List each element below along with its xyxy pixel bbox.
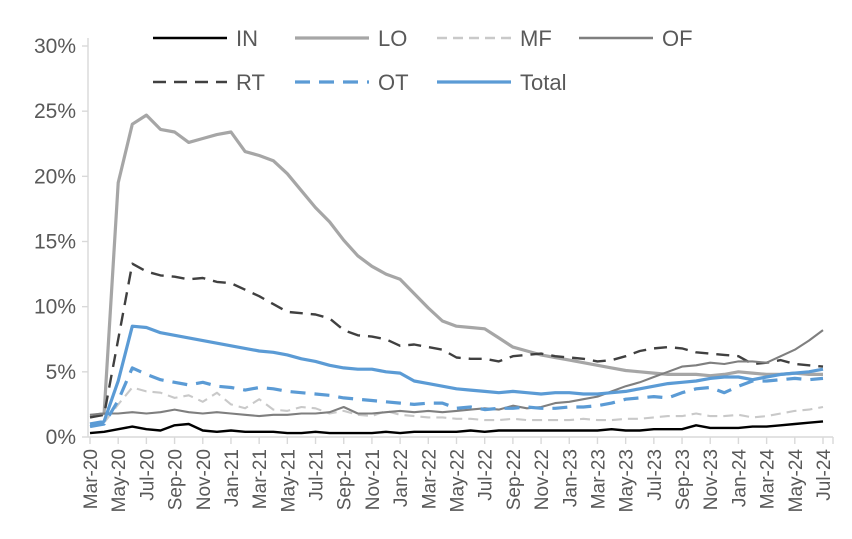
x-tick-label: Mar-20	[81, 449, 102, 509]
y-tick-label: 5%	[46, 361, 76, 384]
legend-label-lo: LO	[378, 26, 407, 51]
legend-label-in: IN	[236, 26, 258, 51]
x-tick-label: Sep-23	[673, 449, 694, 510]
x-tick-label: Mar-23	[588, 449, 609, 509]
legend-item-ot: OT	[295, 70, 409, 95]
x-tick-label: Nov-22	[532, 449, 553, 510]
x-tick-label: Mar-22	[419, 449, 440, 509]
x-tick-label: Sep-21	[335, 449, 356, 510]
series-line-in	[89, 420, 824, 435]
x-tick-label: Mar-21	[250, 449, 271, 509]
x-tick-label: May-20	[109, 449, 130, 512]
series-line-of	[89, 329, 824, 418]
x-tick-label: Jul-20	[137, 449, 158, 501]
x-tick-label: Sep-22	[504, 449, 525, 510]
legend-item-of: OF	[579, 26, 693, 51]
x-tick-label: May-24	[786, 449, 807, 513]
y-tick-label: 10%	[34, 296, 76, 319]
x-tick-label: Jan-22	[391, 449, 412, 507]
x-tick-label: Jul-24	[814, 449, 835, 501]
x-tick-label: Jul-21	[307, 449, 328, 501]
x-tick-label: May-21	[278, 449, 299, 512]
legend-item-total: Total	[437, 70, 566, 95]
y-tick-label: 20%	[34, 165, 76, 188]
x-tick-label: Mar-24	[758, 449, 779, 510]
x-tick-label: Jan-24	[729, 449, 750, 508]
x-tick-label: May-22	[448, 449, 469, 512]
legend-item-in: IN	[153, 26, 258, 51]
legend-item-lo: LO	[295, 26, 407, 51]
x-tick-label: Nov-21	[363, 449, 384, 510]
x-tick-label: May-23	[617, 449, 638, 512]
x-tick-label: Sep-20	[166, 449, 187, 510]
x-tick-label: Nov-23	[701, 449, 722, 510]
x-tick-label: Jan-23	[560, 449, 581, 507]
x-tick-label: Nov-20	[194, 449, 215, 510]
series-line-mf	[89, 386, 824, 426]
series-line-rt	[89, 262, 824, 419]
legend-item-mf: MF	[437, 26, 552, 51]
x-tick-label: Jul-22	[476, 449, 497, 501]
legend-label-mf: MF	[520, 26, 552, 51]
x-tick-label: Jan-21	[222, 449, 243, 507]
y-tick-label: 0%	[46, 426, 76, 449]
legend-label-rt: RT	[236, 70, 265, 95]
legend-label-total: Total	[520, 70, 566, 95]
legend-label-of: OF	[662, 26, 693, 51]
legend-label-ot: OT	[378, 70, 409, 95]
y-tick-label: 25%	[34, 100, 76, 123]
series-line-ot	[89, 366, 824, 429]
series-line-lo	[89, 113, 823, 418]
legend-item-rt: RT	[153, 70, 265, 95]
y-tick-label: 30%	[34, 35, 76, 58]
series-line-total	[89, 324, 824, 426]
y-tick-label: 15%	[34, 231, 76, 254]
x-tick-label: Jul-23	[645, 449, 666, 501]
